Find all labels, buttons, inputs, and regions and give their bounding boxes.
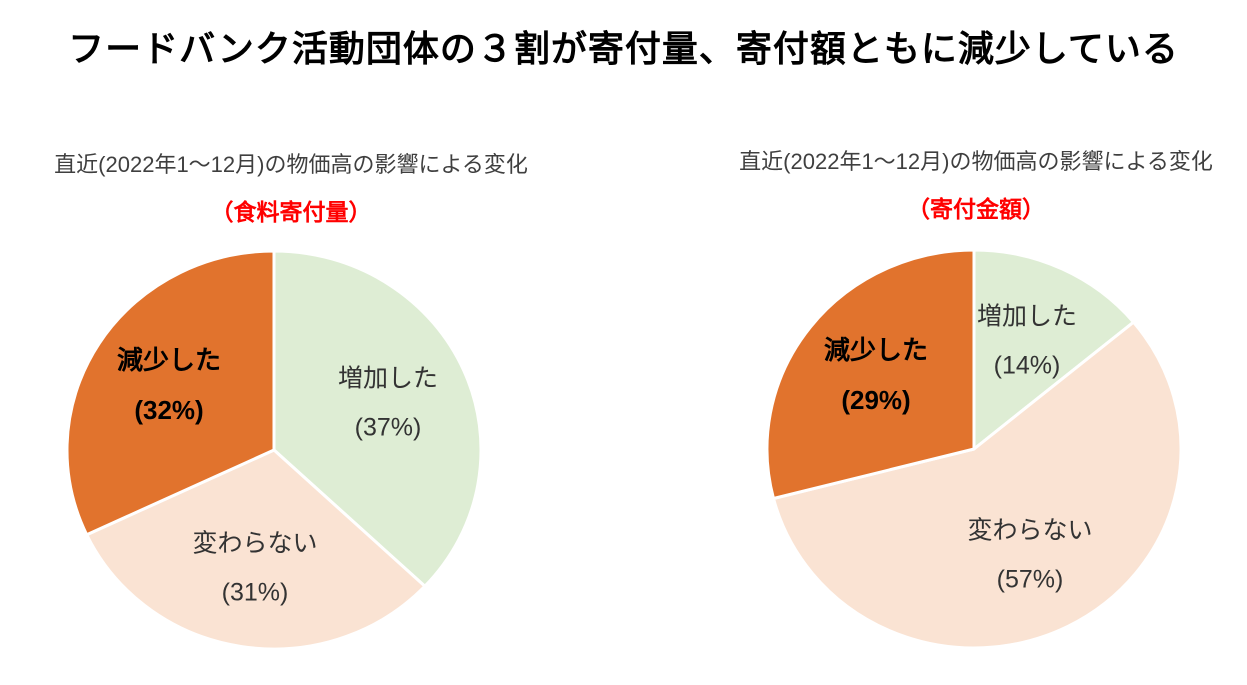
- pie-slice-increase: [272, 249, 483, 588]
- pie-chart-svg: [765, 248, 1183, 650]
- chart-measure-label: （寄付金額）: [907, 196, 1045, 222]
- pie-slice-unchanged: [85, 448, 427, 651]
- chart-subtitle: 直近(2022年1〜12月)の物価高の影響による変化: [54, 152, 528, 177]
- pie-slice-unchanged: [772, 320, 1183, 650]
- pie-chart-donation-amount: 増加した (14%) 変わらない (57%) 減少した (29%): [764, 247, 1184, 651]
- pie-chart-svg: [65, 249, 483, 651]
- page-title: フードバンク活動団体の３割が寄付量、寄付額ともに減少している: [68, 28, 1179, 69]
- pie-slice-decrease: [65, 249, 276, 537]
- chart-subtitle: 直近(2022年1〜12月)の物価高の影響による変化: [739, 149, 1213, 174]
- chart-section-donation-amount: 直近(2022年1〜12月)の物価高の影響による変化 （寄付金額）: [685, 0, 1247, 685]
- pie-slice-increase: [972, 248, 1135, 451]
- chart-measure-label: （食料寄付量）: [210, 199, 372, 225]
- pie-chart-food-donation-volume: 増加した (37%) 変わらない (31%) 減少した (32%): [64, 248, 484, 652]
- chart-section-food-donation-volume: 直近(2022年1〜12月)の物価高の影響による変化 （食料寄付量）: [0, 0, 582, 685]
- pie-slice-decrease: [765, 248, 976, 500]
